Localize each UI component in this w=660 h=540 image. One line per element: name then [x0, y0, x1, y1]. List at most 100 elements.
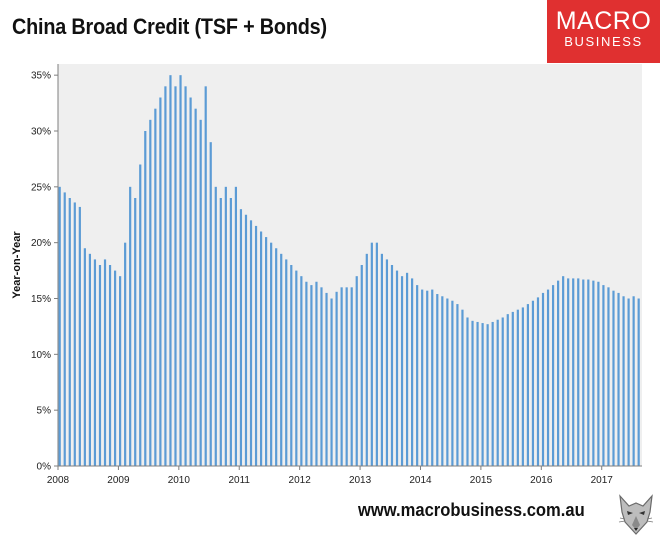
bar — [541, 292, 545, 466]
x-tick-label: 2009 — [107, 475, 130, 486]
x-tick-label: 2013 — [349, 475, 372, 486]
bar — [395, 270, 399, 466]
bar — [426, 290, 429, 466]
y-tick-label: 10% — [31, 350, 51, 361]
bar — [491, 321, 494, 466]
bar — [411, 278, 414, 466]
bar — [436, 294, 439, 466]
bar — [486, 324, 489, 466]
bar — [214, 186, 217, 466]
bar — [496, 319, 499, 466]
chart-title: China Broad Credit (TSF + Bonds) — [12, 14, 327, 39]
y-tick-label: 35% — [31, 71, 51, 82]
bar — [572, 278, 575, 466]
bar — [229, 198, 232, 466]
bar — [446, 298, 449, 466]
bar — [536, 297, 540, 466]
bar — [375, 242, 378, 466]
bar — [234, 186, 238, 466]
bar — [239, 209, 243, 467]
bar — [370, 242, 373, 466]
x-tick-label: 2012 — [289, 475, 312, 486]
bar — [622, 296, 625, 466]
bar — [516, 309, 519, 466]
bar — [405, 272, 409, 466]
bar — [134, 198, 137, 466]
macrobusiness-logo[interactable]: MACRO BUSINESS — [547, 0, 660, 63]
bar — [249, 220, 253, 466]
wolf-icon — [616, 492, 656, 536]
bar — [119, 276, 122, 466]
y-tick-label: 0% — [37, 462, 52, 473]
bar — [587, 279, 590, 466]
bar — [526, 304, 530, 466]
bar — [73, 202, 76, 466]
bar — [295, 270, 298, 466]
bar — [511, 311, 514, 466]
bar — [285, 259, 288, 466]
x-tick-label: 2017 — [591, 475, 614, 486]
bar — [113, 270, 117, 466]
bar — [360, 265, 363, 466]
bar — [521, 307, 524, 466]
bar — [63, 192, 66, 467]
bar — [632, 296, 635, 466]
bar — [385, 259, 389, 466]
bar — [355, 276, 358, 466]
bar — [416, 285, 419, 466]
bar — [154, 108, 157, 467]
bar — [340, 287, 343, 466]
bar — [476, 321, 479, 466]
bar — [219, 198, 222, 466]
bar — [506, 314, 509, 466]
bar — [254, 225, 258, 466]
bar — [300, 276, 303, 466]
bar — [184, 86, 187, 466]
bar — [204, 86, 207, 466]
bar — [421, 289, 424, 466]
bar — [88, 253, 92, 466]
bar — [174, 86, 177, 466]
bar — [270, 242, 273, 466]
bar — [315, 281, 318, 466]
bar — [627, 298, 630, 466]
bar — [466, 317, 469, 466]
bar — [310, 285, 313, 466]
bar — [164, 86, 167, 466]
logo-line-1: MACRO — [555, 7, 652, 35]
bar — [612, 290, 615, 466]
bar — [345, 287, 348, 466]
bar — [441, 296, 444, 466]
bar — [567, 278, 570, 466]
bar — [265, 237, 268, 466]
bar — [451, 300, 454, 466]
bar — [58, 186, 61, 466]
bar — [637, 298, 640, 466]
bar — [320, 287, 323, 466]
bar — [501, 317, 504, 466]
bar — [159, 97, 162, 466]
bar — [305, 281, 308, 466]
bar — [551, 285, 555, 466]
bar — [259, 231, 263, 466]
bar — [597, 281, 600, 466]
x-tick-label: 2008 — [47, 475, 70, 486]
bar — [93, 259, 97, 466]
bar — [144, 131, 147, 466]
y-tick-label: 30% — [31, 127, 51, 138]
x-tick-label: 2016 — [530, 475, 553, 486]
y-tick-label: 15% — [31, 294, 51, 305]
website-url[interactable]: www.macrobusiness.com.au — [358, 500, 585, 520]
y-tick-label: 20% — [31, 238, 51, 249]
bar — [199, 119, 202, 466]
bar — [602, 285, 605, 466]
bar — [582, 279, 585, 466]
bar — [139, 164, 142, 466]
bar — [546, 289, 550, 466]
bar — [78, 206, 81, 466]
bar — [244, 214, 248, 466]
bar — [98, 265, 102, 466]
bar — [456, 304, 459, 466]
bar — [179, 75, 182, 467]
